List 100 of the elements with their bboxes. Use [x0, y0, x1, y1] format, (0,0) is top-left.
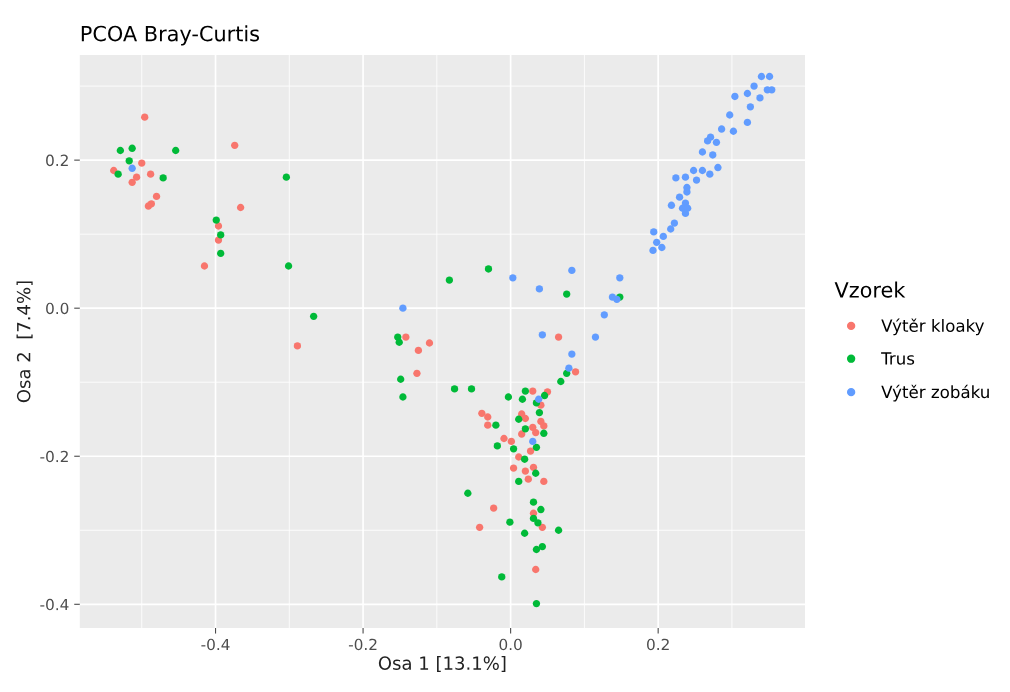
point	[475, 523, 484, 531]
point	[743, 89, 752, 98]
point	[518, 430, 526, 438]
point	[116, 146, 125, 155]
point	[529, 514, 538, 523]
point	[532, 428, 540, 437]
point	[692, 176, 701, 184]
point	[128, 164, 136, 172]
point	[125, 157, 133, 165]
point	[504, 393, 513, 401]
point	[532, 545, 541, 554]
point	[568, 350, 576, 358]
point	[309, 312, 318, 321]
point	[293, 342, 302, 350]
point	[532, 565, 540, 574]
legend-label: Výtěr zobáku	[881, 384, 989, 402]
point	[600, 311, 608, 319]
point	[706, 170, 714, 178]
point	[563, 290, 571, 298]
y-tick-label: -0.2	[40, 450, 68, 463]
point	[746, 103, 755, 111]
y-axis-title: Osa 2 [7.4%]	[16, 281, 33, 403]
point	[521, 414, 530, 423]
chart-title: PCOA Bray-Curtis	[81, 25, 260, 46]
point	[146, 170, 155, 178]
x-tick-label: -0.4	[201, 638, 230, 651]
point	[726, 111, 734, 119]
point	[703, 137, 712, 145]
point	[509, 464, 518, 472]
point	[212, 216, 220, 224]
point	[729, 127, 738, 135]
y-tick-label: -0.4	[40, 598, 69, 611]
point	[534, 519, 542, 527]
point	[515, 415, 523, 423]
point	[399, 304, 407, 312]
point	[698, 148, 707, 156]
point	[750, 82, 758, 90]
point	[515, 477, 523, 486]
point	[132, 173, 141, 181]
point	[521, 387, 530, 395]
point	[537, 505, 545, 514]
legend-label: Výtěr kloaky	[881, 318, 985, 336]
point	[414, 346, 423, 355]
point	[236, 203, 245, 212]
point	[683, 188, 691, 196]
point	[540, 477, 548, 486]
legend-title: Vzorek	[834, 281, 906, 298]
point	[467, 385, 476, 393]
point	[538, 542, 547, 551]
point	[515, 453, 523, 461]
point	[681, 173, 690, 181]
point	[231, 141, 239, 149]
point	[521, 467, 530, 475]
point	[284, 262, 293, 270]
point	[128, 178, 136, 187]
point	[489, 504, 498, 512]
point	[616, 274, 624, 282]
point	[532, 599, 541, 608]
point	[159, 174, 167, 182]
point	[672, 174, 680, 182]
point	[554, 333, 563, 341]
legend-label: Trus	[881, 352, 915, 365]
y-tick-label: 0.0	[46, 302, 69, 315]
point	[540, 422, 548, 430]
point	[395, 338, 403, 346]
point	[649, 246, 657, 255]
point	[520, 529, 529, 537]
point	[529, 463, 538, 472]
point	[492, 421, 500, 429]
point	[445, 276, 454, 284]
point	[535, 285, 544, 293]
point	[484, 413, 492, 421]
point	[532, 443, 541, 452]
point	[535, 408, 544, 417]
point	[200, 262, 209, 270]
point	[653, 238, 661, 246]
point	[667, 201, 676, 209]
point	[529, 498, 538, 506]
point	[529, 437, 537, 446]
point	[493, 442, 502, 450]
x-tick-label: 0.2	[647, 638, 669, 651]
x-tick-label: -0.2	[348, 638, 377, 651]
point	[756, 94, 764, 102]
point	[538, 523, 547, 531]
point	[114, 170, 122, 178]
point	[709, 151, 717, 159]
point	[521, 425, 530, 433]
point	[520, 455, 529, 463]
point	[500, 434, 508, 443]
point	[731, 92, 739, 101]
point	[450, 385, 459, 393]
point	[712, 138, 721, 147]
point	[152, 192, 161, 201]
point	[506, 518, 514, 526]
point	[413, 369, 421, 378]
point	[540, 429, 548, 437]
point	[554, 526, 563, 534]
point	[484, 421, 492, 429]
point	[658, 243, 666, 252]
point	[484, 265, 493, 273]
